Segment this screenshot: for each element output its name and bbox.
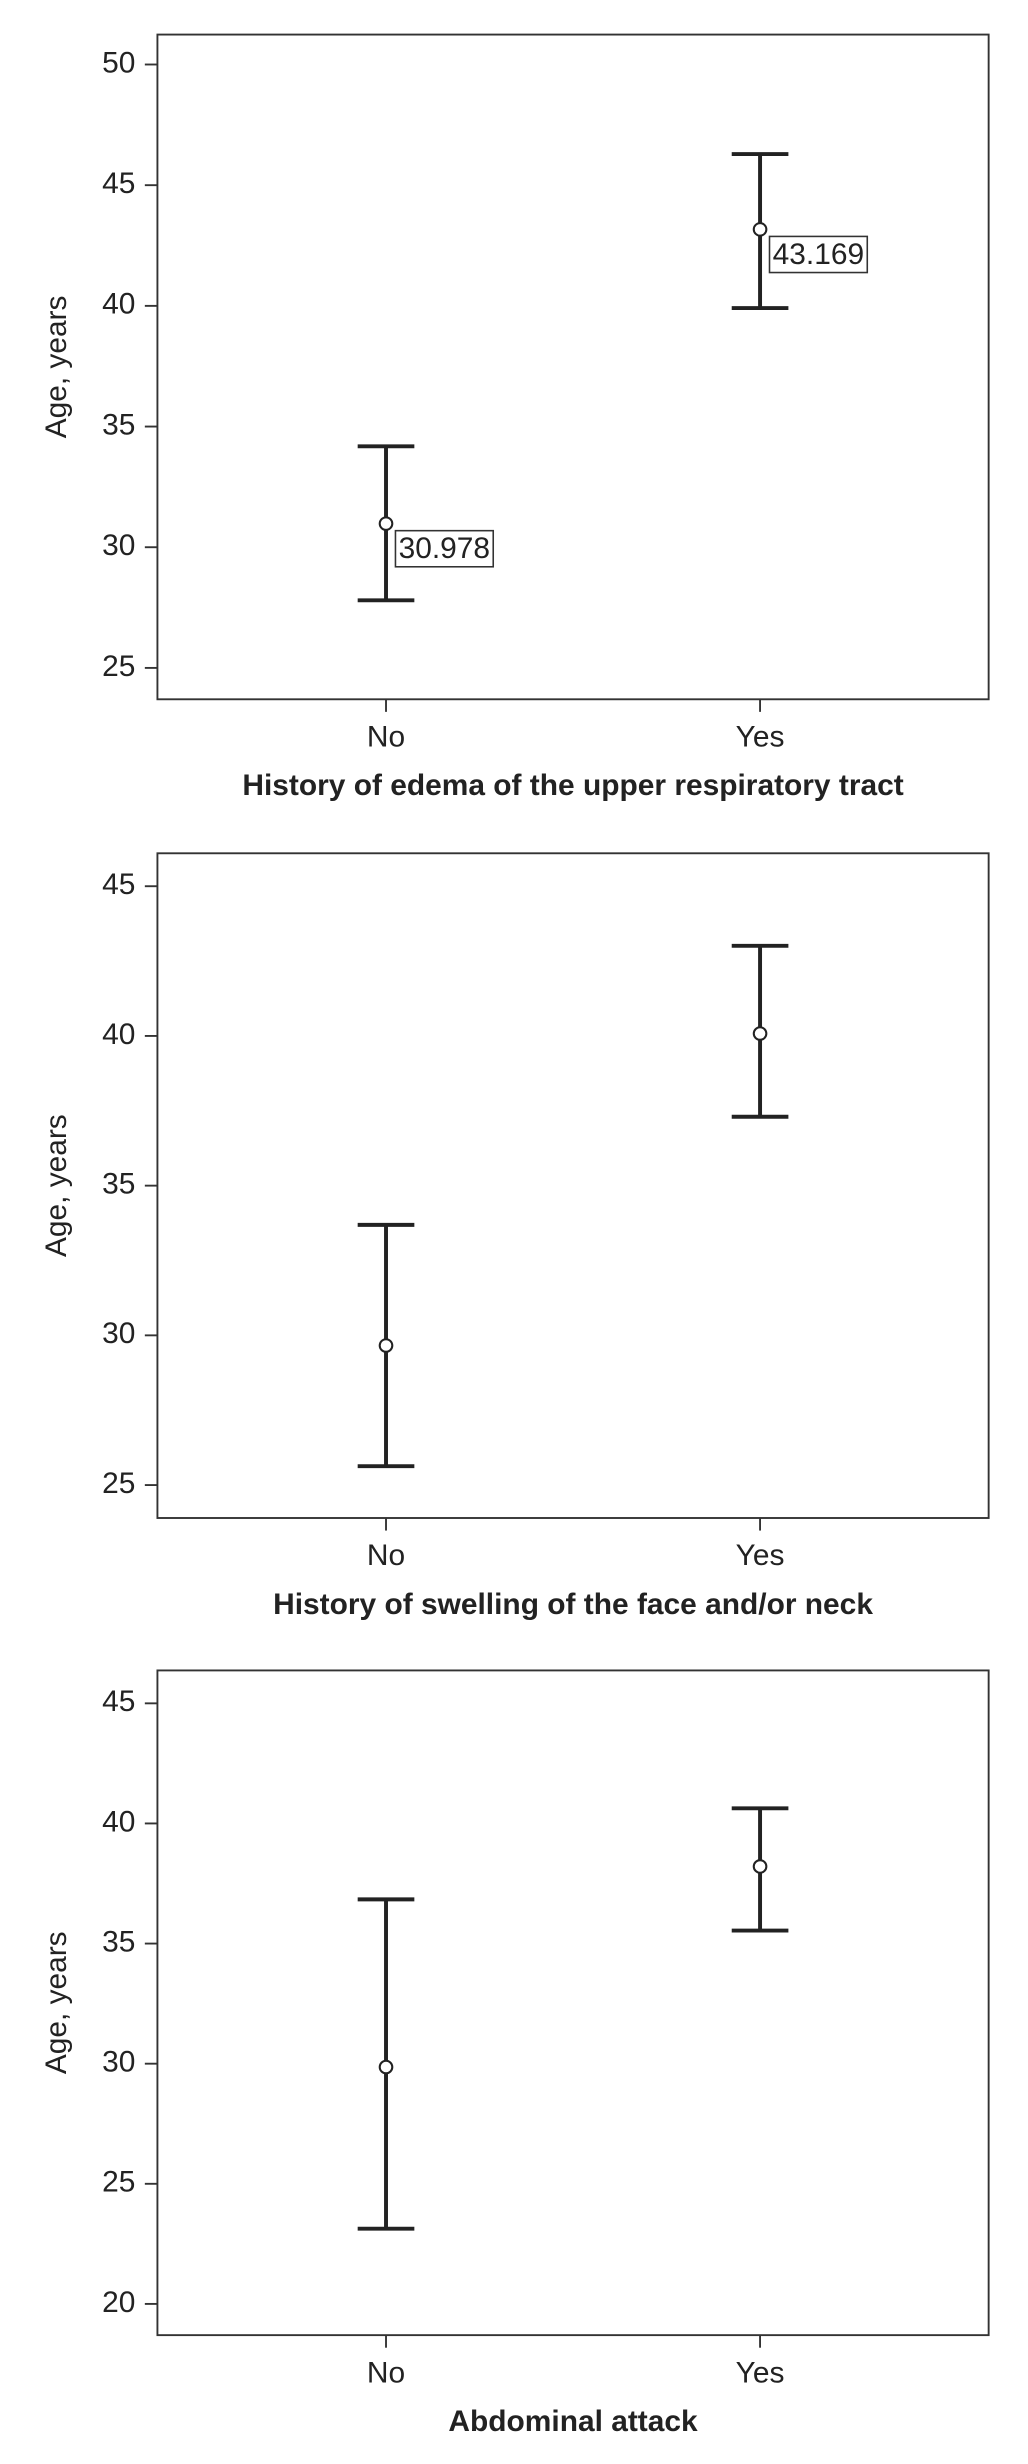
x-axis-title: History of swelling of the face and/or n… xyxy=(273,1588,873,1621)
y-tick-label: 50 xyxy=(102,46,135,79)
y-tick-label: 40 xyxy=(102,288,135,321)
y-axis-title: Age, years xyxy=(40,1114,73,1257)
x-axis-title: Abdominal attack xyxy=(448,2405,698,2438)
y-tick-label: 30 xyxy=(102,2046,135,2079)
y-tick-label: 25 xyxy=(102,2166,135,2199)
mean-point xyxy=(378,516,394,531)
y-tick-label: 45 xyxy=(102,868,135,901)
y-axis-title: Age, years xyxy=(40,1931,73,2074)
y-tick-label: 25 xyxy=(102,1467,135,1500)
mean-point xyxy=(752,1859,768,1874)
mean-point xyxy=(378,1338,394,1353)
y-tick-label: 45 xyxy=(102,1685,135,1718)
chart-panel: 25 30 35 40 45 Age, years History of swelling … xyxy=(40,852,990,1621)
x-tick-label: Yes xyxy=(736,1539,785,1572)
x-axis-title: History of edema of the upper respirator… xyxy=(242,769,903,802)
x-tick-label: No xyxy=(367,1539,405,1572)
data-label: 43.169 xyxy=(773,238,864,271)
y-tick-label: 30 xyxy=(102,529,135,562)
data-label: 30.978 xyxy=(399,532,490,565)
y-axis-title: Age, years xyxy=(40,296,73,439)
y-tick-label: 25 xyxy=(102,650,135,683)
y-tick-label: 30 xyxy=(102,1317,135,1350)
x-tick-label: No xyxy=(367,720,405,753)
mean-point xyxy=(752,1026,768,1041)
y-tick-label: 40 xyxy=(102,1018,135,1051)
y-tick-label: 35 xyxy=(102,408,135,441)
y-tick-label: 40 xyxy=(102,1805,135,1838)
mean-point xyxy=(378,2059,394,2075)
y-tick-label: 35 xyxy=(102,1925,135,1958)
y-tick-label: 45 xyxy=(102,167,135,200)
data-label-box xyxy=(394,529,495,568)
y-tick-label: 20 xyxy=(102,2286,135,2319)
plot-frame xyxy=(156,33,990,701)
x-tick-label: No xyxy=(367,2356,405,2389)
chart-panel: 25 30 35 40 45 50 Age, years History of edema o… xyxy=(40,33,990,802)
mean-point xyxy=(752,222,768,237)
x-tick-label: Yes xyxy=(736,2356,785,2389)
data-label-box xyxy=(768,235,869,274)
x-tick-label: Yes xyxy=(736,720,785,753)
y-tick-label: 35 xyxy=(102,1168,135,1201)
plot-frame xyxy=(156,1669,990,2337)
plot-frame xyxy=(156,852,990,1519)
chart-panel: 20 25 30 35 40 45 Age, years Abdominal attack No… xyxy=(40,1669,990,2438)
